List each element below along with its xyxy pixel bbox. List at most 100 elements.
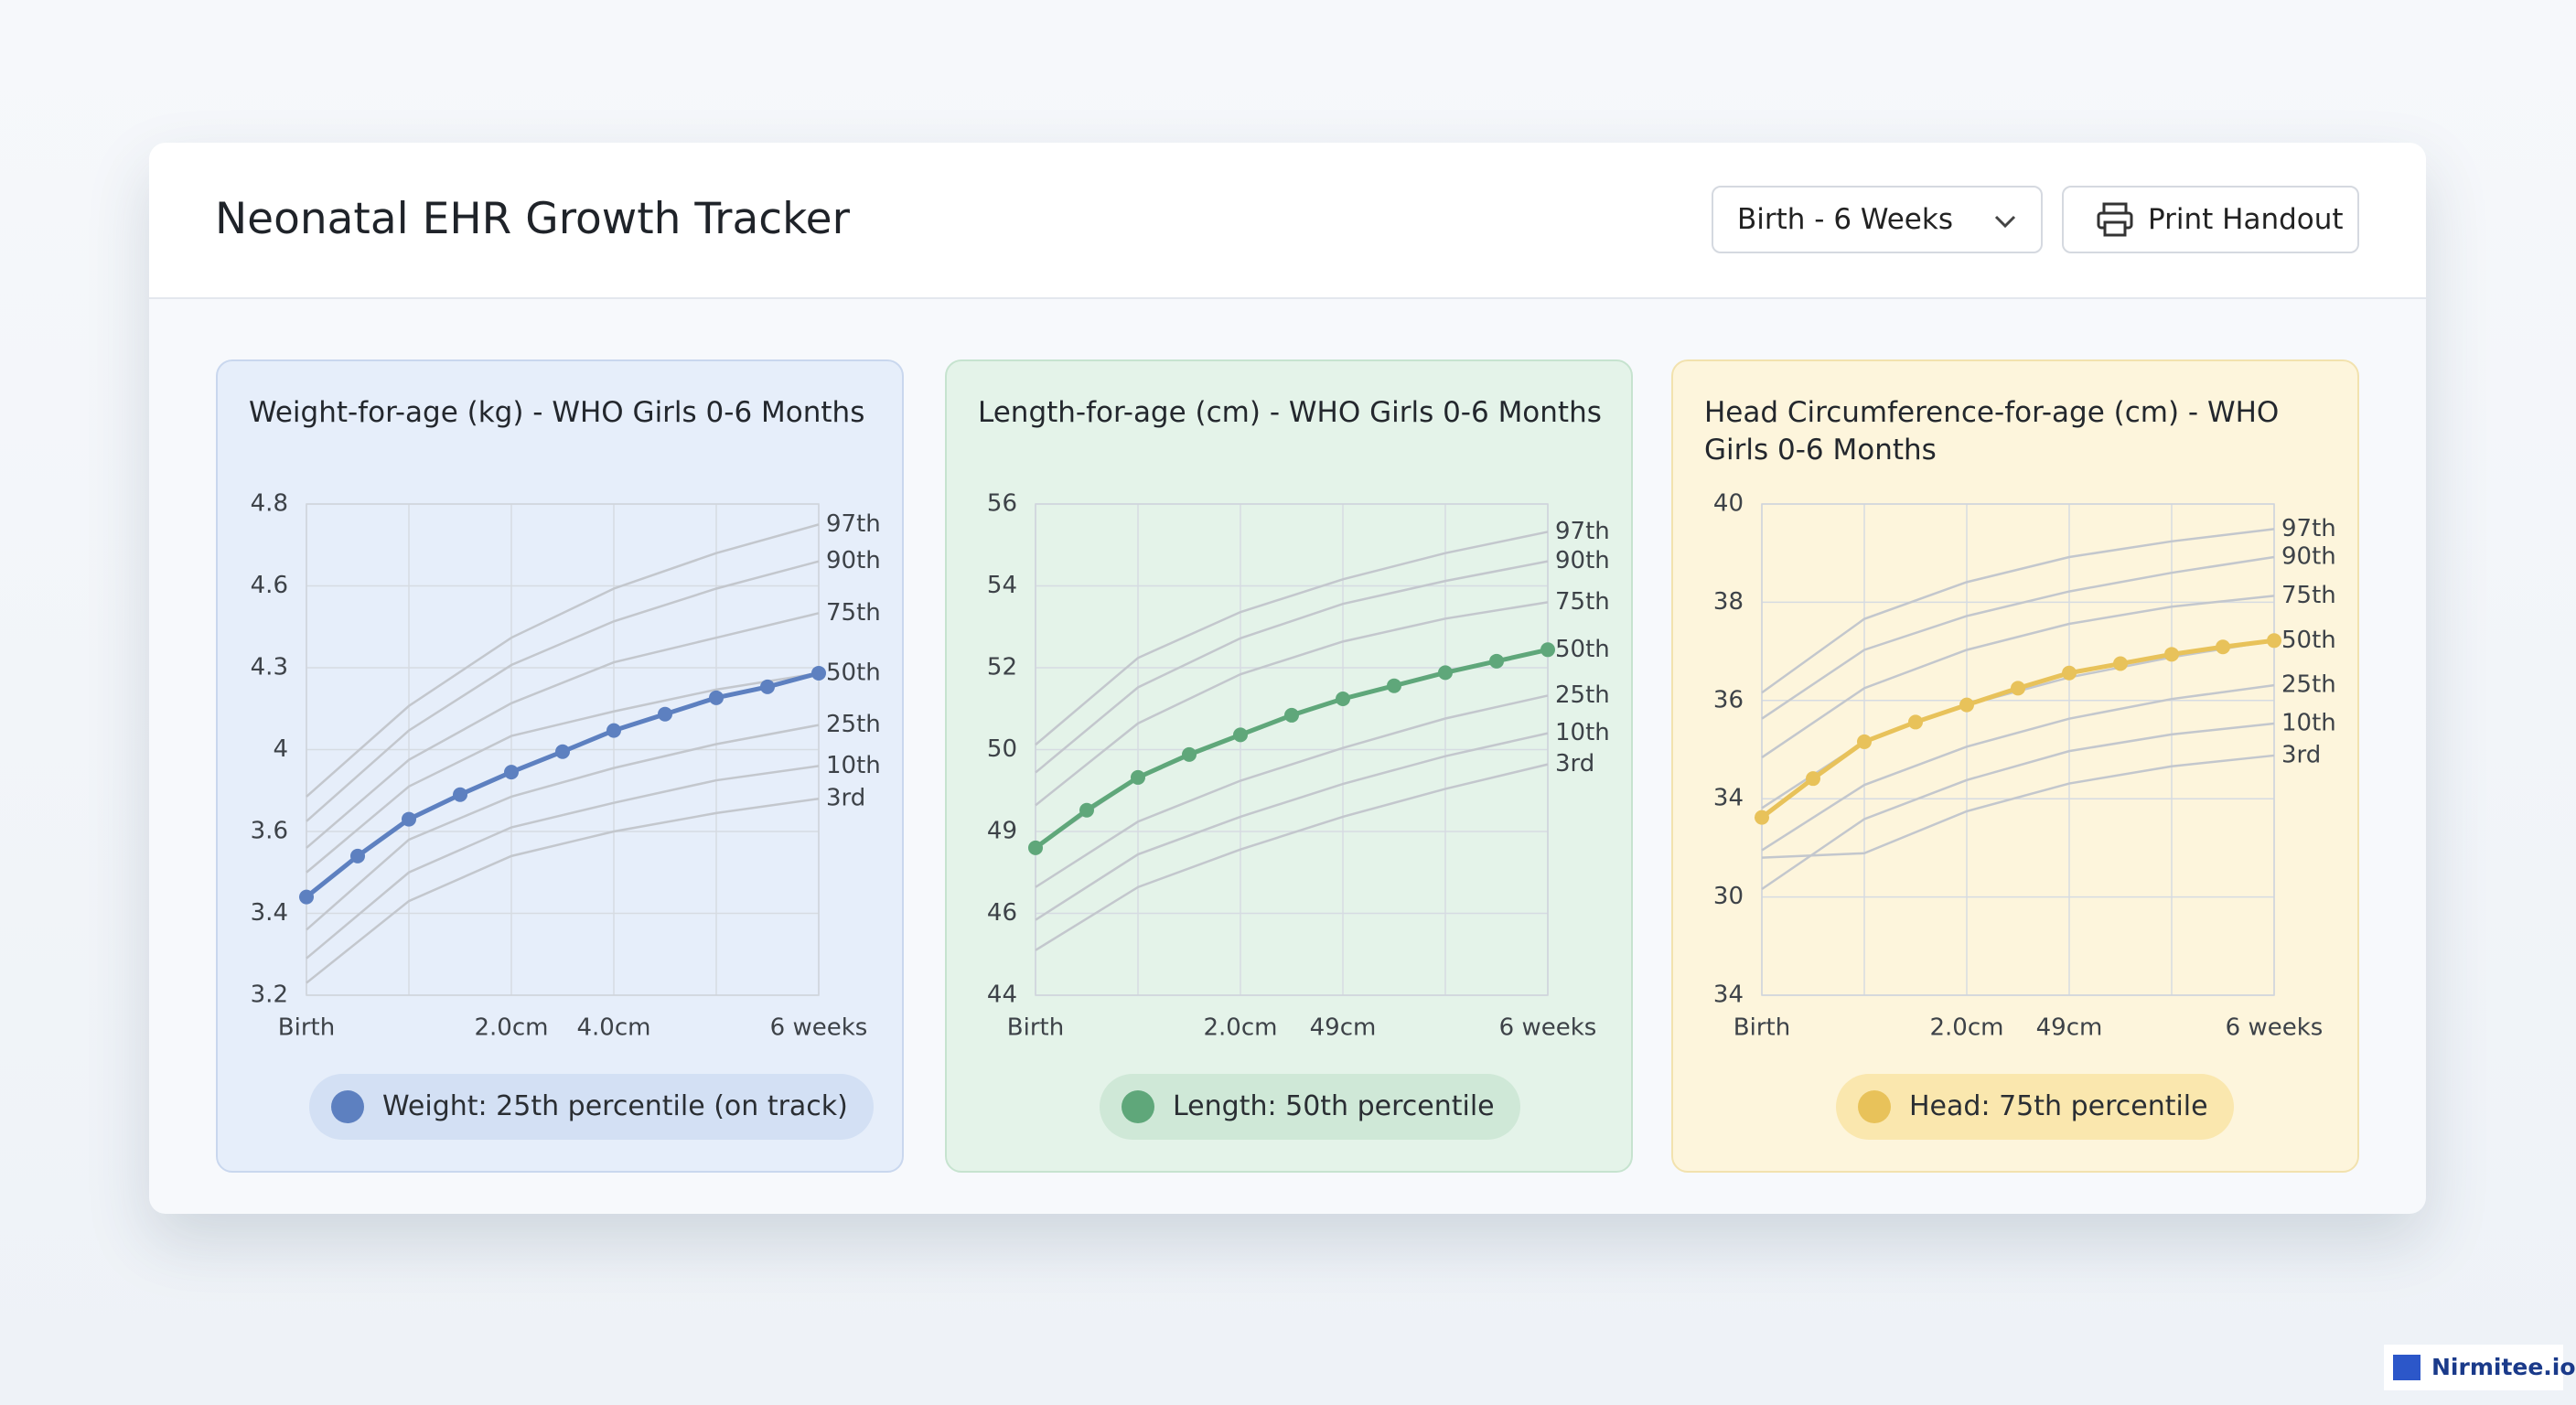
y-tick-label: 4.8 [251,490,288,518]
x-tick-label: 6 weeks [1499,1014,1597,1042]
percentile-label: 50th [826,659,881,686]
percentile-label: 25th [826,711,881,738]
printer-icon [2097,202,2133,237]
badge-icon [1122,1090,1154,1123]
data-point [1438,665,1453,681]
percentile-curve [1761,639,2275,810]
data-point [1755,810,1769,825]
data-point [1908,714,1923,730]
y-tick-label: 34 [1713,785,1744,812]
plot-frame [306,503,820,996]
chevron [1994,215,2016,229]
y-tick-label: 4 [273,735,288,763]
range-dropdown[interactable]: Birth - 6 Weeks [1712,186,2043,253]
percentile-label: 75th [2281,582,2336,609]
data-point [402,811,416,827]
data-point [1806,771,1820,787]
plot-frame [1761,503,2275,996]
percentile-curve [1761,555,2275,720]
chart: 44 46 49 50 52 54 56 Birth 2.0cm 49cm 6 weeks 97th9… [987,490,1610,1042]
percentile-label: 3rd [2281,741,2321,768]
logo-mark [2393,1355,2420,1380]
data-point [1540,642,1555,658]
percentile-curve [1035,763,1549,951]
data-point [2011,681,2025,696]
badge-text: Head: 75th percentile [1909,1090,2208,1122]
percentile-curve [1761,754,2275,859]
percentile-label: 90th [1555,547,1610,574]
y-tick-label: 52 [987,654,1017,681]
data-point [1959,697,1974,713]
x-tick-label: 2.0cm [475,1014,549,1042]
x-tick-label: Birth [1733,1014,1790,1042]
x-tick-label: 49cm [1310,1014,1377,1042]
percentile-label: 75th [826,599,881,627]
x-tick-label: 6 weeks [770,1014,868,1042]
chart-title: Head Circumference-for-age (cm) - WHO Gi… [1704,396,2280,467]
chart: 3.2 3.4 3.6 4 4.3 4.6 4.8 Birth 2.0cm 4.0cm 6 week… [251,490,881,1042]
percentile-curve [1035,531,1549,746]
y-tick-label: 30 [1713,883,1744,910]
y-tick-label: 3.6 [251,818,288,845]
header: Neonatal EHR Growth Tracker Birth - 6 We… [149,143,2426,299]
y-tick-label: 34 [1713,981,1744,1009]
data-point [1284,707,1299,723]
badge-text: Length: 50th percentile [1173,1090,1495,1122]
x-tick-label: 2.0cm [1204,1014,1278,1042]
data-point [504,765,519,780]
data-point [1336,692,1350,707]
percentile-label: 10th [1555,719,1610,746]
data-point [2062,665,2077,681]
data-point [1079,802,1094,818]
status-badge: Weight: 25th percentile (on track) [309,1074,874,1140]
percentile-label: 97th [826,510,881,538]
badge-icon [331,1090,364,1123]
percentile-curve [1035,732,1549,921]
percentile-label: 90th [826,547,881,574]
x-tick-label: Birth [1007,1014,1064,1042]
y-tick-label: 46 [987,899,1017,927]
percentile-curve [306,523,820,798]
chart-title: Length-for-age (cm) - WHO Girls 0-6 Mont… [978,396,1602,429]
data-point [299,889,314,905]
x-tick-label: 4.0cm [577,1014,651,1042]
percentile-label: 97th [2281,515,2336,542]
percentile-label: 25th [1555,681,1610,709]
y-tick-label: 50 [987,735,1017,763]
y-tick-label: 36 [1713,686,1744,713]
percentile-curve [1761,528,2275,694]
x-tick-label: 49cm [2036,1014,2103,1042]
print-button[interactable]: Print Handout [2062,186,2359,253]
logo-text: Nirmitee.io [2431,1354,2576,1380]
y-tick-label: 54 [987,572,1017,599]
percentile-label: 90th [2281,542,2336,570]
percentile-label: 3rd [826,785,865,812]
y-tick-label: 40 [1713,490,1744,518]
data-point [2113,656,2128,671]
y-tick-label: 49 [987,818,1017,845]
x-tick-label: 6 weeks [2226,1014,2324,1042]
percentile-curve [306,724,820,931]
data-point [453,787,467,802]
print-label[interactable]: Print Handout [2148,203,2344,236]
page-title: Neonatal EHR Growth Tracker [215,194,850,244]
data-point [1489,653,1504,669]
chart: 34 30 34 36 38 40 Birth 2.0cm 49cm 6 weeks 97th90t… [1713,490,2336,1042]
length-panel: Length-for-age (cm) - WHO Girls 0-6 Mont… [945,359,1633,1173]
data-point [658,706,672,722]
status-badge: Length: 50th percentile [1100,1074,1520,1140]
y-tick-label: 38 [1713,588,1744,616]
tracker-card: Neonatal EHR Growth Tracker Birth - 6 We… [149,143,2426,1214]
data-point [2216,639,2230,655]
data-point [1028,840,1043,855]
y-tick-label: 4.6 [251,572,288,599]
chart-title: Weight-for-age (kg) - WHO Girls 0-6 Mont… [249,396,865,429]
percentile-curve [1035,560,1549,774]
percentile-label: 10th [826,752,881,779]
percentile-curve [1035,694,1549,888]
range-label[interactable]: Birth - 6 Weeks [1737,203,1953,236]
y-tick-label: 44 [987,981,1017,1009]
y-tick-label: 3.2 [251,981,288,1009]
y-tick-label: 56 [987,490,1017,518]
